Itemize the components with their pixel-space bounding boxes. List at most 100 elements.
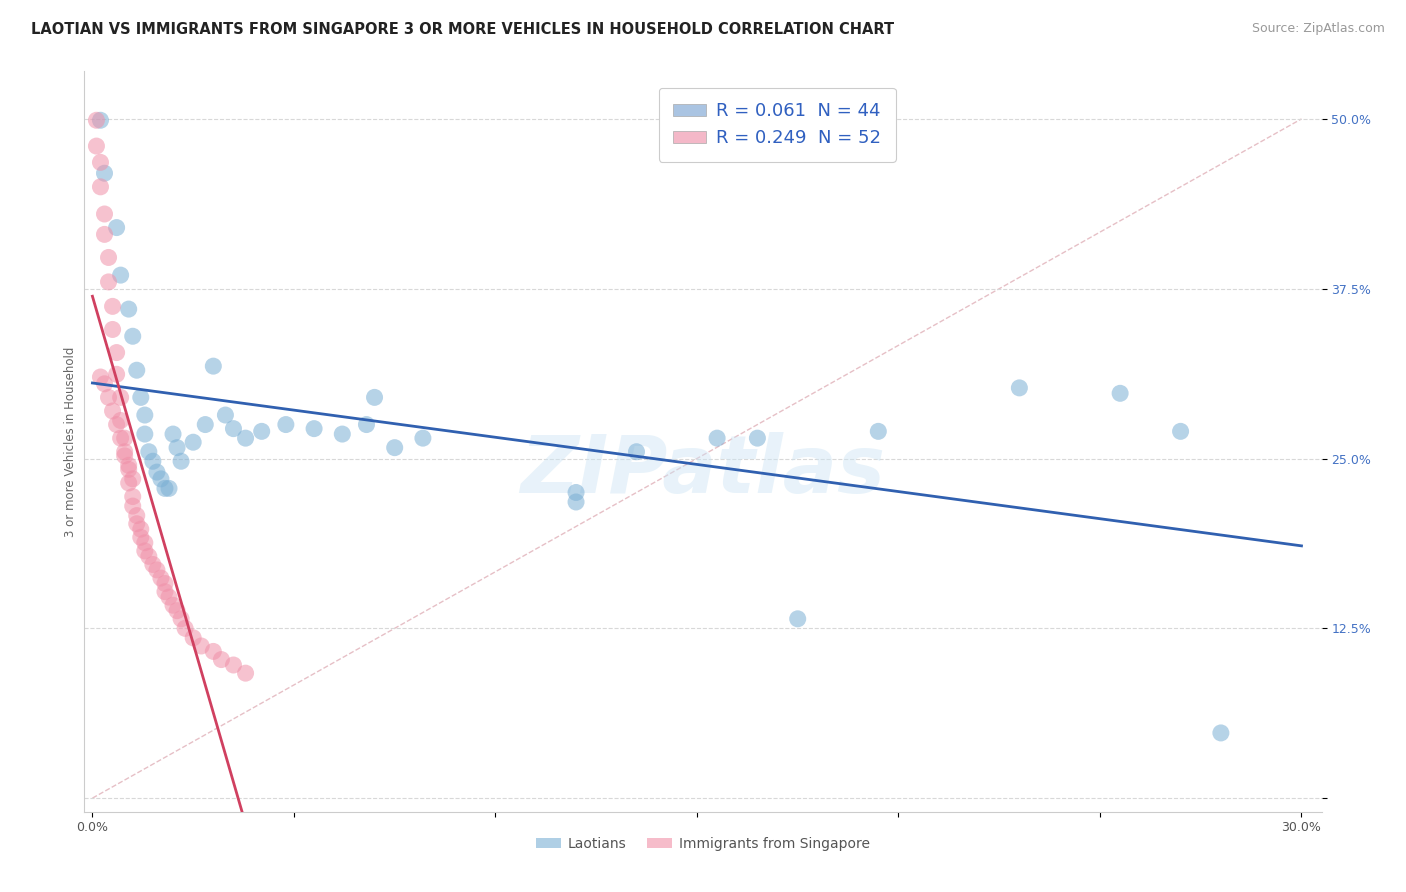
Point (121, 329, 143, 343)
Point (97, 391, 120, 405)
Point (93, 227, 115, 242)
Point (118, 458, 141, 473)
Point (157, 482, 180, 496)
Point (214, 408, 236, 422)
Point (174, 621, 197, 635)
Y-axis label: 3 or more Vehicles in Household: 3 or more Vehicles in Household (65, 346, 77, 537)
Point (149, 472, 172, 486)
Point (134, 544, 156, 558)
Point (412, 431, 434, 445)
Point (222, 658, 245, 673)
Point (209, 652, 232, 666)
Text: ZIPatlas: ZIPatlas (520, 432, 886, 510)
Point (153, 576, 176, 591)
Point (149, 571, 172, 585)
Point (97, 275, 120, 289)
Point (114, 449, 136, 463)
Point (121, 499, 143, 513)
Point (162, 599, 184, 613)
Point (626, 444, 648, 458)
Point (105, 368, 128, 382)
Point (170, 612, 193, 626)
Point (89, 179, 111, 194)
Point (330, 427, 353, 442)
Point (101, 322, 124, 336)
Point (747, 431, 769, 445)
Point (105, 220, 128, 235)
Point (138, 444, 160, 458)
Point (114, 431, 136, 445)
Legend: Laotians, Immigrants from Singapore: Laotians, Immigrants from Singapore (530, 831, 876, 856)
Point (202, 644, 225, 658)
Point (86, 139, 108, 153)
Point (121, 490, 143, 504)
Point (302, 422, 325, 436)
Point (93, 207, 115, 221)
Point (93, 376, 115, 391)
Point (86, 113, 108, 128)
Point (110, 413, 132, 427)
Point (190, 639, 212, 653)
Point (868, 425, 890, 439)
Point (89, 155, 111, 169)
Point (194, 417, 217, 432)
Point (202, 359, 225, 373)
Point (110, 391, 132, 405)
Point (170, 454, 193, 468)
Point (166, 441, 188, 455)
Point (129, 522, 152, 536)
Point (110, 268, 132, 282)
Point (153, 482, 176, 496)
Point (114, 444, 136, 458)
Point (110, 431, 132, 445)
Point (142, 454, 165, 468)
Point (138, 549, 160, 564)
Text: Source: ZipAtlas.com: Source: ZipAtlas.com (1251, 22, 1385, 36)
Point (384, 441, 406, 455)
Point (162, 427, 184, 442)
Point (142, 558, 165, 572)
Point (129, 530, 152, 544)
Point (1170, 425, 1192, 439)
Point (274, 417, 297, 432)
Point (706, 431, 728, 445)
Point (134, 408, 156, 422)
Point (134, 535, 156, 549)
Point (105, 345, 128, 359)
Point (1008, 381, 1031, 395)
Point (118, 475, 141, 490)
Point (363, 391, 385, 405)
Point (157, 590, 180, 604)
Point (93, 166, 115, 180)
Point (121, 472, 143, 486)
Point (181, 435, 204, 450)
Point (565, 485, 588, 500)
Point (181, 631, 204, 645)
Text: LAOTIAN VS IMMIGRANTS FROM SINGAPORE 3 OR MORE VEHICLES IN HOUSEHOLD CORRELATION: LAOTIAN VS IMMIGRANTS FROM SINGAPORE 3 O… (31, 22, 894, 37)
Point (101, 299, 124, 313)
Point (235, 431, 257, 445)
Point (222, 422, 245, 436)
Point (565, 495, 588, 509)
Point (105, 417, 128, 432)
Point (125, 363, 148, 377)
Point (125, 516, 148, 531)
Point (166, 604, 188, 618)
Point (129, 391, 152, 405)
Point (101, 404, 124, 418)
Point (125, 508, 148, 523)
Point (250, 425, 273, 439)
Point (118, 462, 141, 476)
Point (1209, 726, 1232, 740)
Point (1109, 386, 1132, 401)
Point (153, 584, 176, 599)
Point (118, 302, 141, 317)
Point (235, 666, 257, 681)
Point (356, 417, 378, 432)
Point (146, 465, 169, 479)
Point (786, 612, 808, 626)
Point (97, 251, 120, 265)
Point (134, 427, 156, 442)
Point (146, 563, 169, 577)
Point (89, 370, 111, 384)
